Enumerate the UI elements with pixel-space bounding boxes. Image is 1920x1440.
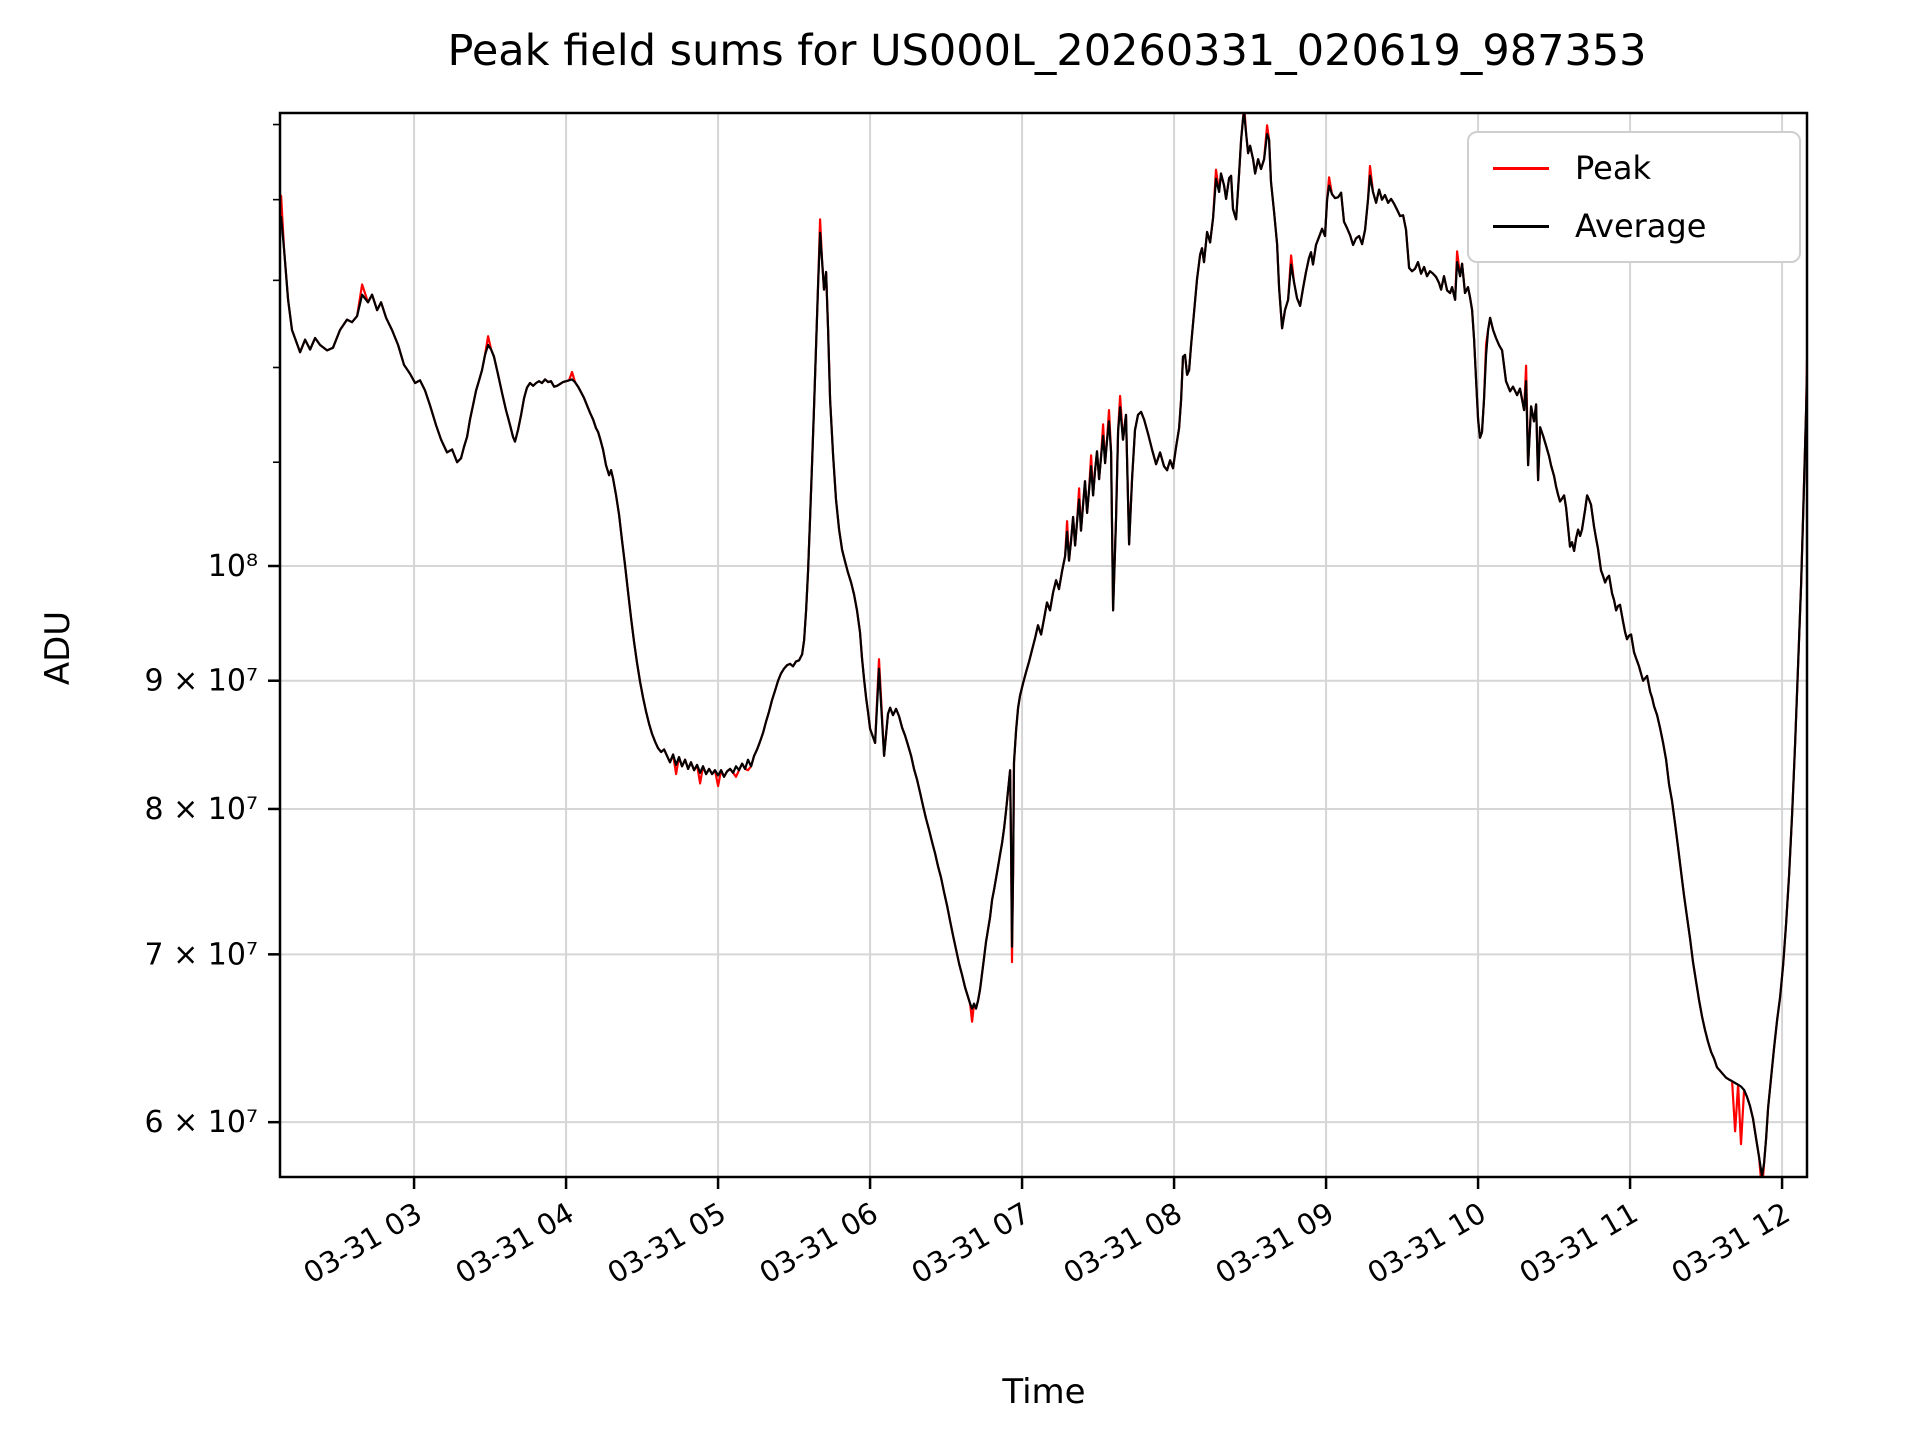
x-tick-label: 03-31 06 [754,1196,884,1291]
x-tick-label: 03-31 11 [1514,1196,1644,1291]
gridlines [280,113,1807,1177]
y-tick-label: 9 × 10⁷ [145,664,259,699]
y-tick-label: 8 × 10⁷ [145,792,259,827]
chart-title: Peak field sums for US000L_20260331_0206… [447,26,1647,76]
y-tick-label: 10⁸ [208,549,258,584]
average-line-swatch [1493,224,1549,228]
x-tick-label: 03-31 09 [1210,1196,1340,1291]
y-tick-label: 7 × 10⁷ [145,937,259,972]
peak-line [280,113,1807,1177]
x-tick-label: 03-31 08 [1058,1196,1188,1291]
x-tick-label: 03-31 03 [298,1196,428,1291]
peak-line-swatch [1493,166,1549,170]
legend: Peak Average [1467,131,1801,263]
x-tick-label: 03-31 07 [906,1196,1036,1291]
average-line [280,113,1807,1177]
x-tick-label: 03-31 04 [450,1196,580,1291]
axis-ticks: 03-31 03 03-31 04 03-31 05 03-31 06 03-31 07… [145,123,1796,1291]
legend-item-average: Average [1469,207,1799,245]
legend-label-peak: Peak [1575,149,1651,187]
data-series [280,113,1807,1177]
plot-border [278,111,1809,1179]
x-axis-label: Time [1002,1372,1086,1412]
x-tick-label: 03-31 05 [602,1196,732,1291]
legend-item-peak: Peak [1469,149,1799,187]
legend-label-average: Average [1575,207,1707,245]
y-tick-label: 6 × 10⁷ [145,1105,259,1140]
x-tick-label: 03-31 12 [1666,1196,1796,1291]
y-axis-label: ADU [38,610,78,686]
x-tick-label: 03-31 10 [1362,1196,1492,1291]
